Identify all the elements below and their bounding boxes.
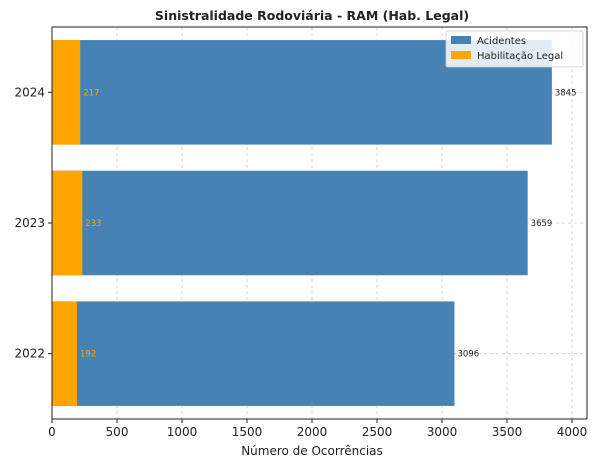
value-label-acidentes-2022: 3096 [457, 350, 479, 360]
y-tick-label: 2023 [14, 216, 45, 230]
legend-box [445, 30, 584, 68]
bar-acidentes-2022 [52, 301, 455, 406]
x-tick-label: 4000 [557, 425, 588, 439]
x-tick-label: 3000 [427, 425, 458, 439]
y-tick-label: 2024 [14, 85, 45, 99]
value-label-acidentes-2023: 3659 [531, 219, 553, 229]
bar-acidentes-2023 [52, 170, 528, 276]
value-label-habilita-o-legal-2024: 217 [83, 88, 99, 98]
value-labels: 3096 3659 3845 192 233 217 [80, 88, 577, 359]
x-tick-label: 1000 [167, 425, 198, 439]
bar-habilita-o-legal-2024 [52, 40, 81, 145]
x-tick-label: 3500 [492, 425, 523, 439]
x-tick-label: 500 [106, 425, 129, 439]
bar-habilita-o-legal-2022 [52, 301, 77, 406]
x-tick-label: 2000 [297, 425, 328, 439]
bars [52, 40, 552, 406]
value-label-acidentes-2024: 3845 [555, 88, 577, 98]
legend-swatch [451, 36, 471, 44]
x-axis-ticks: 0 500 1000 1500 2000 2500 3000 3500 4000 [48, 419, 587, 439]
x-tick-label: 2500 [362, 425, 393, 439]
x-axis-label: Número de Ocorrências [241, 444, 383, 458]
y-tick-label: 2022 [14, 347, 45, 361]
legend: Acidentes Habilitação Legal [445, 30, 584, 68]
x-tick-label: 1500 [232, 425, 263, 439]
bar-habilita-o-legal-2023 [52, 170, 83, 276]
chart-title: Sinistralidade Rodoviária - RAM (Hab. Le… [155, 8, 469, 23]
value-label-habilita-o-legal-2022: 192 [80, 350, 96, 360]
legend-entry-label: Acidentes [477, 36, 526, 47]
legend-entry-label: Habilitação Legal [477, 51, 563, 62]
legend-swatch [451, 51, 471, 59]
x-tick-label: 0 [48, 425, 56, 439]
value-label-habilita-o-legal-2023: 233 [85, 219, 101, 229]
y-axis-ticks: 2022 2023 2024 [14, 85, 52, 361]
